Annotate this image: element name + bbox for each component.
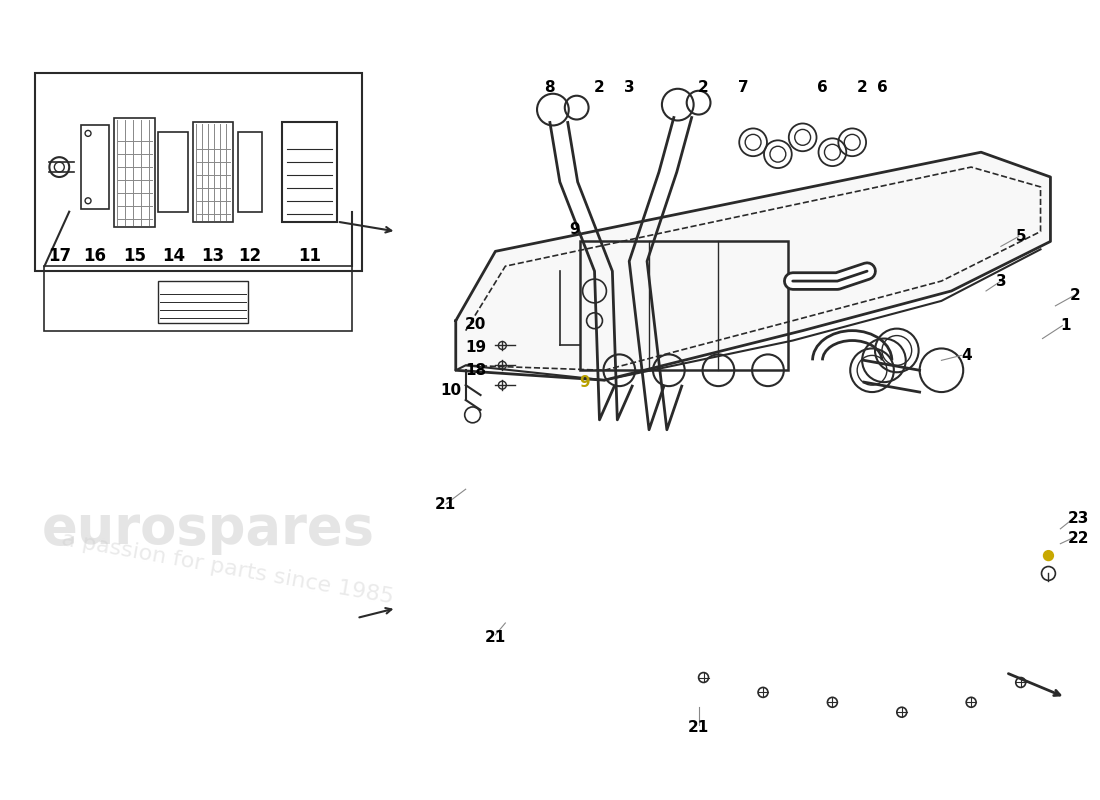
Bar: [34, 73, 362, 271]
Text: 22: 22: [1067, 531, 1089, 546]
Text: 4: 4: [961, 348, 971, 363]
Text: 18: 18: [465, 362, 486, 378]
Text: 3: 3: [996, 274, 1006, 289]
Text: 10: 10: [440, 382, 461, 398]
Text: 19: 19: [465, 340, 486, 355]
Text: 3: 3: [624, 80, 635, 95]
Text: 11: 11: [298, 247, 321, 266]
Text: 2: 2: [857, 80, 868, 95]
Text: 13: 13: [201, 247, 224, 266]
Bar: [194, 122, 233, 222]
Text: 12: 12: [238, 247, 261, 266]
Bar: [81, 126, 109, 209]
Bar: [238, 132, 263, 212]
Text: 14: 14: [162, 247, 185, 266]
Text: 9: 9: [580, 374, 590, 390]
Text: 2: 2: [698, 80, 708, 95]
Text: 21: 21: [436, 497, 456, 511]
Text: 9: 9: [570, 222, 580, 237]
Text: 15: 15: [123, 247, 146, 266]
Text: 1: 1: [1060, 318, 1070, 333]
Text: 21: 21: [688, 719, 710, 734]
Bar: [158, 281, 248, 322]
Text: 6: 6: [877, 80, 888, 95]
Text: 21: 21: [485, 630, 506, 646]
Text: 2: 2: [1070, 289, 1080, 303]
Text: 8: 8: [544, 80, 556, 95]
Text: 16: 16: [84, 247, 107, 266]
Text: 7: 7: [738, 80, 748, 95]
Bar: [580, 242, 788, 370]
Text: 5: 5: [1015, 229, 1026, 244]
Text: eurospares: eurospares: [42, 503, 374, 555]
Text: 6: 6: [817, 80, 828, 95]
Bar: [113, 118, 155, 226]
Bar: [283, 122, 337, 222]
Text: 20: 20: [465, 317, 486, 332]
Text: 23: 23: [1067, 511, 1089, 526]
Circle shape: [1044, 550, 1054, 561]
Bar: [44, 266, 352, 330]
Text: 2: 2: [594, 80, 605, 95]
Polygon shape: [455, 152, 1050, 380]
Text: 17: 17: [47, 247, 70, 266]
Text: a passion for parts since 1985: a passion for parts since 1985: [60, 530, 395, 607]
Bar: [158, 132, 188, 212]
